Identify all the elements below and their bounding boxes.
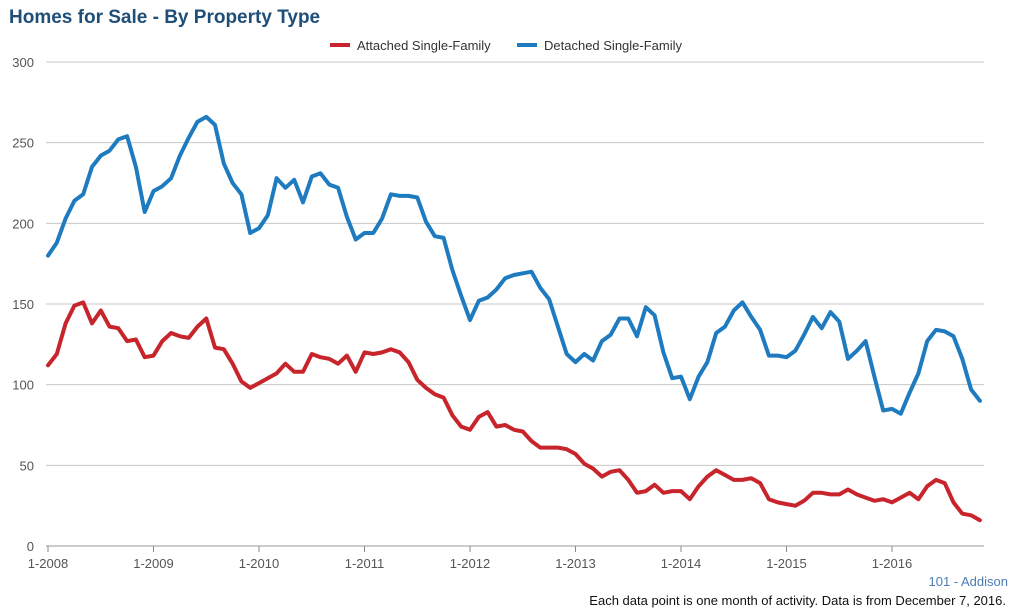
x-tick-label: 1-2012 <box>450 556 490 571</box>
data-note: Each data point is one month of activity… <box>589 593 1006 608</box>
y-tick-label: 0 <box>27 539 34 554</box>
x-tick-label: 1-2014 <box>661 556 701 571</box>
y-tick-label: 300 <box>12 55 34 70</box>
y-tick-label: 100 <box>12 378 34 393</box>
x-axis: 1-2008 1-2009 1-2010 1-2011 1-2012 1-2013 1-20… <box>28 546 912 571</box>
x-tick-label: 1-2013 <box>555 556 595 571</box>
y-axis: 0 50 100 150 200 250 300 <box>12 55 34 554</box>
region-label: 101 - Addison <box>928 574 1008 589</box>
grid-lines <box>46 61 984 547</box>
x-tick-label: 1-2015 <box>766 556 806 571</box>
chart-title: Homes for Sale - By Property Type <box>9 7 321 28</box>
y-tick-label: 50 <box>20 458 34 473</box>
legend: Attached Single-Family Detached Single-Fa… <box>330 38 683 53</box>
x-tick-label: 1-2009 <box>133 556 173 571</box>
series-lines <box>46 114 982 523</box>
legend-label: Detached Single-Family <box>544 38 683 53</box>
legend-label: Attached Single-Family <box>357 38 491 53</box>
x-tick-label: 1-2008 <box>28 556 68 571</box>
y-tick-label: 250 <box>12 136 34 151</box>
x-tick-label: 1-2016 <box>872 556 912 571</box>
x-tick-label: 1-2010 <box>239 556 279 571</box>
y-tick-label: 150 <box>12 297 34 312</box>
series-line-attached <box>46 300 982 523</box>
x-tick-label: 1-2011 <box>345 556 385 571</box>
y-tick-label: 200 <box>12 216 34 231</box>
series-line-detached <box>46 114 982 416</box>
